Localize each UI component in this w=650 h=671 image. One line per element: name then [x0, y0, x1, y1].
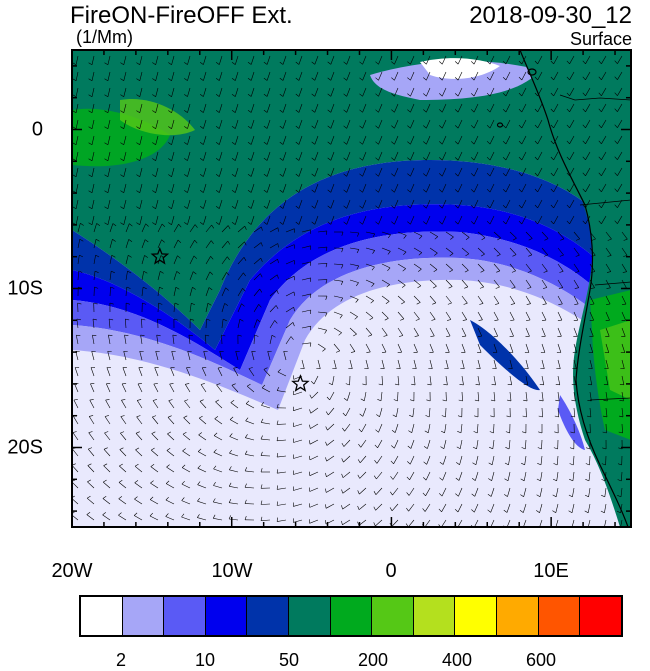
colorbar-swatch	[81, 597, 123, 635]
colorbar-swatch	[289, 597, 331, 635]
colorbar-swatch	[372, 597, 414, 635]
colorbar-label: 400	[442, 650, 472, 671]
colorbar-swatch	[455, 597, 497, 635]
colorbar-label: 200	[358, 650, 388, 671]
colorbar-swatch	[414, 597, 456, 635]
x-tick-label: 10E	[533, 560, 569, 583]
colorbar-label: 50	[279, 650, 299, 671]
colorbar-swatch	[497, 597, 539, 635]
y-tick-label: 10S	[7, 278, 43, 301]
colorbar-swatch	[164, 597, 206, 635]
y-tick-label: 20S	[7, 437, 43, 460]
colorbar-swatch	[539, 597, 581, 635]
colorbar-swatch	[247, 597, 289, 635]
x-tick-label: 20W	[51, 560, 92, 583]
colorbar-swatch	[123, 597, 165, 635]
y-tick-label: 0	[32, 119, 43, 142]
colorbar-label: 10	[195, 650, 215, 671]
colorbar	[79, 595, 623, 637]
x-tick-label: 0	[385, 560, 396, 583]
colorbar-label: 600	[526, 650, 556, 671]
colorbar-label: 2	[116, 650, 126, 671]
colorbar-swatch	[580, 597, 621, 635]
colorbar-swatch	[331, 597, 373, 635]
map-field	[72, 50, 631, 527]
colorbar-swatch	[206, 597, 248, 635]
x-tick-label: 10W	[211, 560, 252, 583]
